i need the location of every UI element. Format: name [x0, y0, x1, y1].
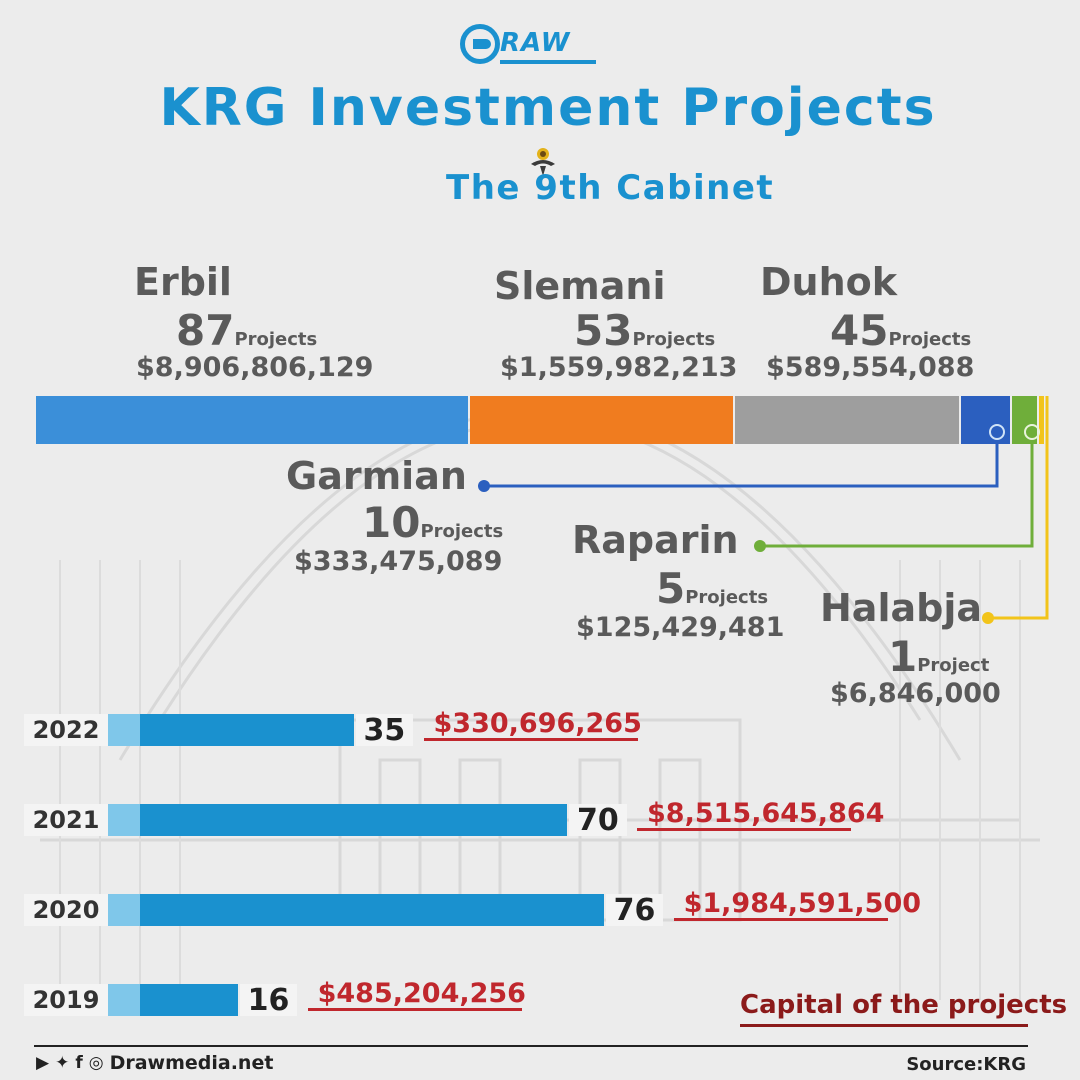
year-label: 2021	[24, 804, 108, 836]
region-count: 10Projects	[362, 498, 504, 547]
year-bar	[140, 714, 354, 746]
year-bar	[140, 984, 238, 1016]
twitter-icon[interactable]: ✦	[55, 1053, 70, 1073]
draw-logo: RAW	[460, 22, 610, 70]
region-name: Halabja	[820, 586, 982, 630]
logo-underline	[500, 60, 596, 64]
garmian-marker-ring	[989, 424, 1005, 440]
bar-segment-duhok	[735, 396, 959, 444]
footer-divider	[34, 1045, 1028, 1047]
region-count: 53Projects	[574, 306, 716, 355]
year-project-count: 35	[355, 714, 414, 748]
logo-d-icon	[460, 24, 500, 64]
bar-segment-halabja	[1039, 396, 1044, 444]
facebook-icon[interactable]: f	[75, 1053, 83, 1073]
capital-legend-underline	[740, 1024, 1028, 1027]
region-name: Garmian	[286, 454, 467, 498]
year-bar-start	[108, 894, 140, 926]
halabja-marker-dot	[982, 612, 994, 624]
garmian-marker-dot	[478, 480, 490, 492]
region-count: 45Projects	[830, 306, 972, 355]
website-link[interactable]: Drawmedia.net	[109, 1052, 274, 1074]
raparin-leader-line	[760, 432, 1034, 548]
region-capital: $125,429,481	[576, 612, 785, 643]
year-capital-underline	[423, 738, 638, 741]
year-project-count: 76	[605, 894, 664, 928]
year-capital-underline	[637, 828, 851, 831]
year-label: 2020	[24, 894, 108, 926]
region-count: 5Projects	[656, 564, 769, 613]
year-label: 2022	[24, 714, 108, 746]
region-capital: $8,906,806,129	[136, 352, 374, 383]
logo-text: RAW	[500, 28, 571, 58]
region-count: 87Projects	[176, 306, 318, 355]
region-capital: $1,559,982,213	[500, 352, 738, 383]
halabja-leader-line	[988, 396, 1049, 620]
year-project-count: 70	[569, 804, 627, 838]
year-bar	[140, 804, 567, 836]
year-capital: $1,984,591,500	[683, 888, 922, 919]
bar-segment-erbil	[36, 396, 468, 444]
year-capital: $8,515,645,864	[647, 798, 885, 829]
krg-emblem-icon	[531, 148, 555, 176]
instagram-icon[interactable]: ◎	[88, 1053, 104, 1073]
region-name: Duhok	[760, 260, 898, 304]
raparin-marker-dot	[754, 540, 766, 552]
year-bar	[140, 894, 604, 926]
region-name: Raparin	[572, 518, 739, 562]
year-capital-underline	[673, 918, 888, 921]
bar-segment-slemani	[469, 396, 734, 444]
year-label: 2019	[24, 984, 108, 1016]
page-subtitle: The 9th Cabinet	[446, 168, 775, 208]
region-name: Erbil	[134, 260, 232, 304]
year-project-count: 16	[239, 984, 298, 1018]
source-note: Source:KRG	[906, 1054, 1026, 1075]
year-capital-underline	[307, 1008, 522, 1011]
year-bar-start	[108, 804, 140, 836]
footer-social: ▶ ✦ f ◎ Drawmedia.net	[36, 1052, 273, 1074]
year-capital: $485,204,256	[317, 978, 526, 1009]
region-capital: $333,475,089	[294, 546, 503, 577]
region-name: Slemani	[494, 264, 666, 308]
year-capital: $330,696,265	[433, 708, 642, 739]
region-capital: $6,846,000	[830, 678, 1001, 709]
region-count: 1Project	[888, 632, 990, 681]
raparin-marker-ring	[1024, 424, 1040, 440]
garmian-leader-line	[484, 432, 999, 488]
region-capital: $589,554,088	[766, 352, 975, 383]
year-bar-start	[108, 714, 140, 746]
capital-legend: Capital of the projects	[740, 990, 1068, 1020]
youtube-icon[interactable]: ▶	[36, 1053, 50, 1073]
year-bar-start	[108, 984, 140, 1016]
page-title: KRG Investment Projects	[159, 78, 937, 138]
